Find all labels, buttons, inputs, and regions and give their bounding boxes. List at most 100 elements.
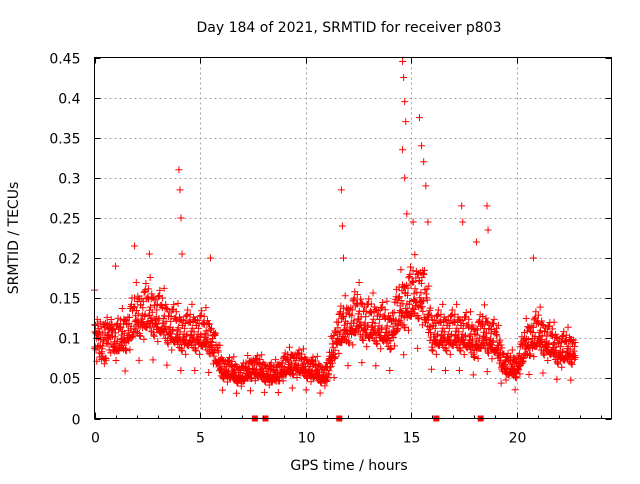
- data-point: [205, 369, 213, 377]
- data-point: [358, 299, 366, 307]
- data-point: [367, 300, 375, 308]
- data-point: [364, 321, 372, 329]
- y-tick-label: 0.35: [49, 132, 80, 148]
- data-point: [415, 114, 423, 122]
- data-point: [417, 289, 425, 297]
- data-point: [344, 362, 352, 370]
- data-point: [472, 325, 480, 333]
- data-point: [402, 118, 410, 126]
- data-point: [444, 316, 452, 324]
- data-point: [204, 331, 212, 339]
- data-point: [483, 202, 491, 210]
- data-point: [197, 331, 205, 339]
- x-axis-label: GPS time / hours: [290, 458, 407, 474]
- data-point: [365, 295, 373, 303]
- data-point: [406, 298, 414, 306]
- data-point: [442, 346, 450, 354]
- data-point: [372, 339, 380, 347]
- data-point: [101, 355, 109, 363]
- data-point: [516, 370, 524, 378]
- data-point: [160, 284, 168, 292]
- data-point: [100, 360, 108, 368]
- data-point: [553, 375, 561, 383]
- data-point: [148, 308, 156, 316]
- data-point: [476, 316, 484, 324]
- data-point: [330, 374, 338, 382]
- data-point: [313, 352, 321, 360]
- data-point: [455, 328, 463, 336]
- data-point: [237, 366, 245, 374]
- data-point: [330, 332, 338, 340]
- data-point: [141, 310, 149, 318]
- data-point: [288, 384, 296, 392]
- data-point: [207, 324, 215, 332]
- data-point: [525, 370, 533, 378]
- data-point: [497, 341, 505, 349]
- data-point: [490, 315, 498, 323]
- data-point: [111, 333, 119, 341]
- data-point: [493, 324, 501, 332]
- data-point: [331, 355, 339, 363]
- data-point: [202, 327, 210, 335]
- data-point: [246, 387, 254, 395]
- y-tick-label: 0: [72, 413, 81, 429]
- data-point: [133, 307, 141, 315]
- data-point: [546, 350, 554, 358]
- data-point: [158, 294, 166, 302]
- data-point: [406, 270, 414, 278]
- data-point: [177, 367, 185, 375]
- data-point: [467, 308, 475, 316]
- data-point: [205, 320, 213, 328]
- data-point: [285, 343, 293, 351]
- data-point: [342, 309, 350, 317]
- data-point: [526, 352, 534, 360]
- data-point: [131, 303, 139, 311]
- data-point: [387, 345, 395, 353]
- data-point: [309, 353, 317, 361]
- data-point: [425, 282, 433, 290]
- data-point: [413, 270, 421, 278]
- data-point: [111, 347, 119, 355]
- data-point: [107, 315, 115, 323]
- data-point: [334, 324, 342, 332]
- data-point: [379, 298, 387, 306]
- data-point: [570, 347, 578, 355]
- data-point: [498, 344, 506, 352]
- data-point: [265, 365, 273, 373]
- data-point: [558, 363, 566, 371]
- data-point: [195, 324, 203, 332]
- data-point: [172, 308, 180, 316]
- data-point: [233, 389, 241, 397]
- data-point: [567, 376, 575, 384]
- data-point: [545, 339, 553, 347]
- data-point: [474, 326, 482, 334]
- data-point: [188, 324, 196, 332]
- data-point: [536, 303, 544, 311]
- data-point: [267, 359, 275, 367]
- data-point: [308, 367, 316, 375]
- data-point: [112, 357, 120, 365]
- data-point: [400, 323, 408, 331]
- data-point: [183, 312, 191, 320]
- data-point: [378, 304, 386, 312]
- data-point: [550, 318, 558, 326]
- data-point: [103, 313, 111, 321]
- data-point: [474, 354, 482, 362]
- data-point: [112, 262, 120, 270]
- data-point: [412, 274, 420, 282]
- data-point: [336, 308, 344, 316]
- data-point: [485, 349, 493, 357]
- data-point: [349, 297, 357, 305]
- data-point: [486, 340, 494, 348]
- data-point: [484, 226, 492, 234]
- data-point: [503, 364, 511, 372]
- data-point: [539, 350, 547, 358]
- data-point: [461, 332, 469, 340]
- data-point: [371, 319, 379, 327]
- data-point: [417, 279, 425, 287]
- data-point: [405, 274, 413, 282]
- data-point: [570, 355, 578, 363]
- data-point: [214, 348, 222, 356]
- data-point: [419, 270, 427, 278]
- data-point: [411, 251, 419, 259]
